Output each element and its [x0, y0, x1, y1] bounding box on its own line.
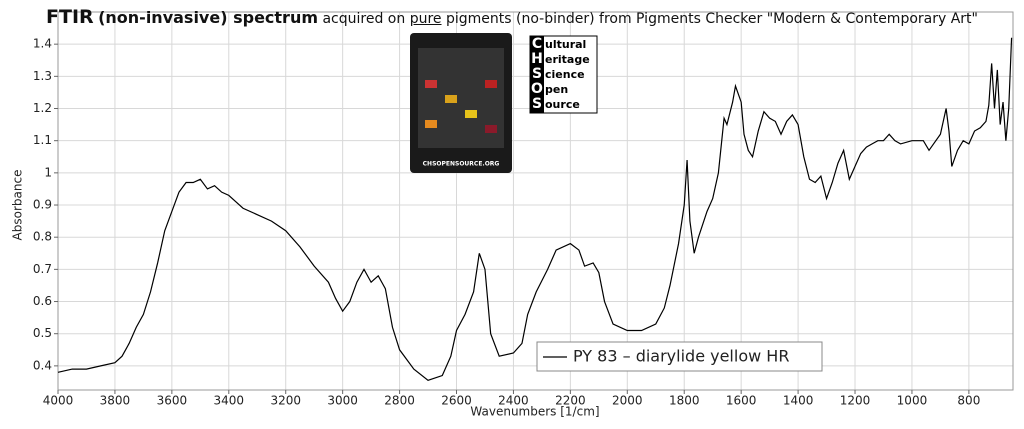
subtitle: pure — [409, 11, 442, 27]
subtitle: acquired on — [322, 11, 406, 27]
logo-initial: C — [532, 36, 542, 52]
swatch — [425, 120, 437, 128]
logo-initial: S — [532, 96, 542, 112]
x-tick-label: 2000 — [612, 394, 643, 408]
x-tick-label: 800 — [957, 394, 980, 408]
spectrum-line — [57, 37, 1013, 382]
subtitle: pigments (no-binder) from Pigments Check… — [445, 11, 978, 27]
x-tick-label: 3600 — [157, 394, 188, 408]
x-tick-label: 3000 — [327, 394, 358, 408]
title-main: FTIR — [46, 6, 94, 28]
y-axis-label: Absorbance — [11, 170, 25, 241]
swatch — [425, 80, 437, 88]
x-tick-label: 4000 — [43, 394, 74, 408]
x-tick-label: 2200 — [555, 394, 586, 408]
swatch — [485, 125, 497, 133]
y-tick-label: 1.2 — [33, 101, 52, 115]
logo-initial: S — [532, 66, 542, 82]
x-tick-label: 2400 — [498, 394, 529, 408]
swatch — [465, 110, 477, 118]
x-tick-label: 1000 — [897, 394, 928, 408]
x-tick-label: 1400 — [783, 394, 814, 408]
card-text: CHSOPENSOURCE.ORG — [423, 161, 500, 168]
x-tick-label: 2600 — [441, 394, 472, 408]
y-tick-label: 0.5 — [33, 326, 52, 340]
y-tick-label: 1 — [44, 165, 52, 179]
y-tick-label: 0.4 — [33, 358, 52, 372]
legend-box — [536, 341, 823, 372]
y-tick-label: 0.8 — [33, 230, 52, 244]
logo-word: ultural — [545, 38, 586, 51]
logo-word: ource — [545, 98, 580, 111]
plot-frame — [57, 11, 1014, 391]
card: CHSOPENSOURCE.ORG — [410, 33, 512, 173]
y-tick-label: 0.9 — [33, 198, 52, 212]
logo-bar — [530, 36, 544, 113]
swatch — [485, 80, 497, 88]
x-tick-label: 3200 — [270, 394, 301, 408]
title-bold: (non-invasive) spectrum — [98, 8, 319, 27]
x-axis-label: Wavenumbers [1/cm] — [470, 405, 599, 419]
logo-initial: O — [531, 81, 543, 97]
logo-word: pen — [545, 83, 568, 96]
y-tick-label: 1.1 — [33, 133, 52, 147]
title: FTIR (non-invasive) spectrum acquired on… — [0, 6, 1024, 28]
y-tick-label: 0.6 — [33, 294, 52, 308]
x-tick-label: 3400 — [214, 394, 245, 408]
x-tick-label: 2800 — [384, 394, 415, 408]
y-tick-label: 1.3 — [33, 69, 52, 83]
y-tick-label: 0.7 — [33, 262, 52, 276]
legend-label: PY 83 – diarylide yellow HR — [573, 347, 789, 366]
swatch — [445, 95, 457, 103]
logo-word: eritage — [545, 53, 590, 66]
x-tick-label: 1800 — [669, 394, 700, 408]
x-tick-label: 1600 — [726, 394, 757, 408]
x-tick-label: 1200 — [840, 394, 871, 408]
logo-initial: H — [531, 51, 543, 67]
x-tick-label: 3800 — [100, 394, 131, 408]
logo-word: cience — [545, 68, 585, 81]
y-tick-label: 1.4 — [33, 37, 52, 51]
